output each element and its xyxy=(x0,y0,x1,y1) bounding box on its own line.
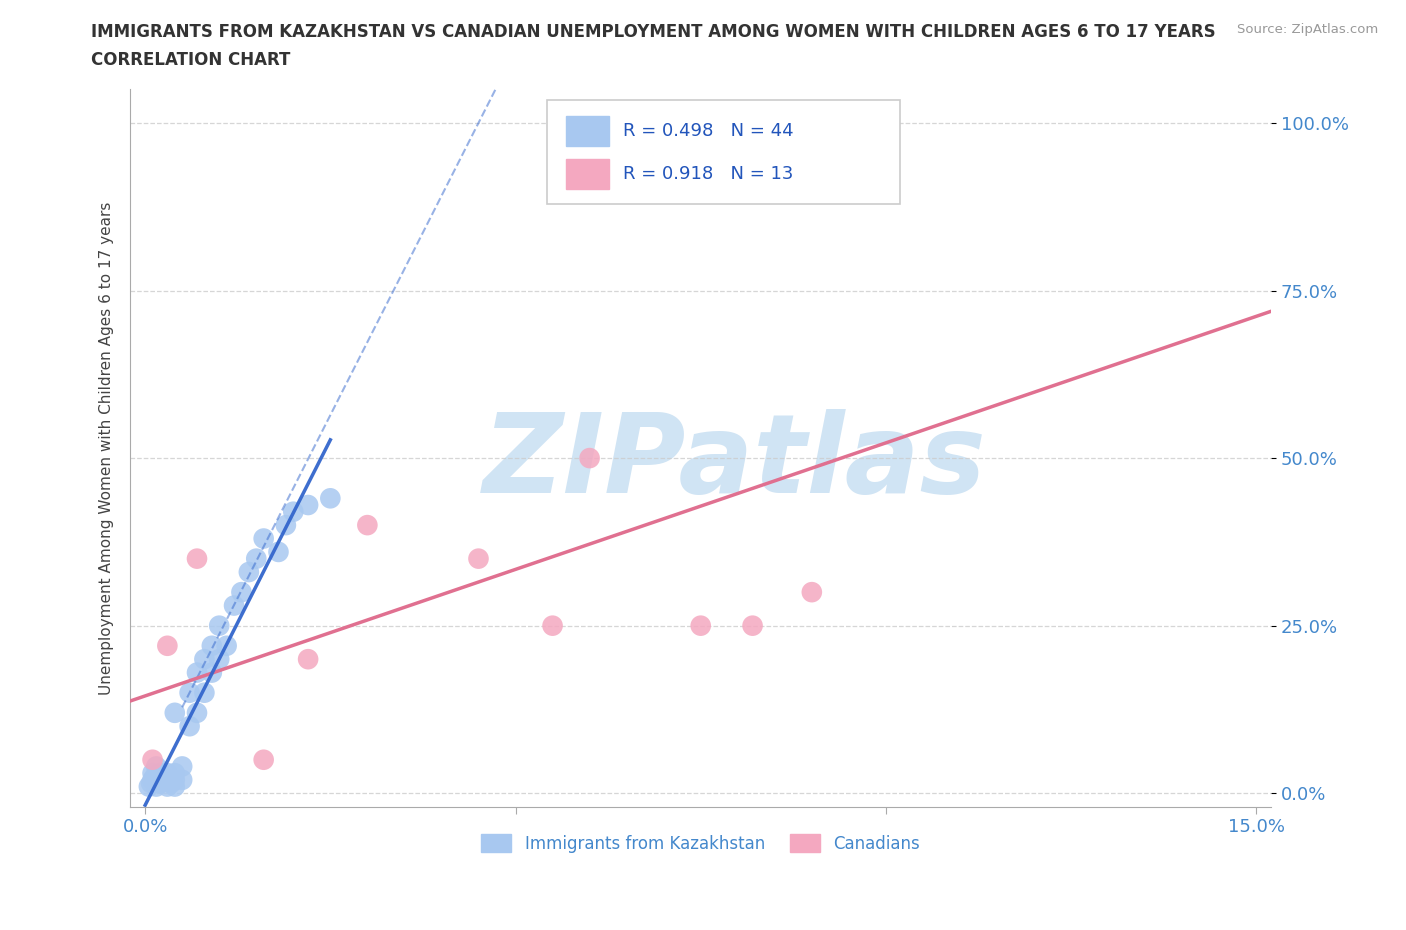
Point xyxy=(297,652,319,667)
Point xyxy=(253,531,276,546)
Text: CORRELATION CHART: CORRELATION CHART xyxy=(91,51,291,69)
Point xyxy=(201,638,224,653)
Point xyxy=(186,665,208,680)
Point xyxy=(283,504,305,519)
Point xyxy=(741,618,763,633)
Point xyxy=(149,776,172,790)
Point xyxy=(148,773,170,788)
Point xyxy=(253,752,276,767)
Point xyxy=(541,618,564,633)
Legend: Immigrants from Kazakhstan, Canadians: Immigrants from Kazakhstan, Canadians xyxy=(475,828,927,859)
Point xyxy=(150,773,173,788)
Point xyxy=(245,551,267,566)
Text: ZIPatlas: ZIPatlas xyxy=(484,409,987,516)
Point xyxy=(152,769,174,784)
Text: IMMIGRANTS FROM KAZAKHSTAN VS CANADIAN UNEMPLOYMENT AMONG WOMEN WITH CHILDREN AG: IMMIGRANTS FROM KAZAKHSTAN VS CANADIAN U… xyxy=(91,23,1216,41)
Point xyxy=(179,719,201,734)
Point xyxy=(149,765,172,780)
Point xyxy=(578,451,600,466)
Bar xyxy=(567,159,609,189)
Point xyxy=(222,598,245,613)
Text: R = 0.918   N = 13: R = 0.918 N = 13 xyxy=(623,165,793,183)
Point xyxy=(143,769,166,784)
Point xyxy=(274,518,297,533)
Point xyxy=(142,773,165,788)
Point xyxy=(231,585,253,600)
Point xyxy=(356,518,378,533)
Point xyxy=(156,779,179,794)
Point xyxy=(201,665,224,680)
Point xyxy=(172,759,194,774)
Point xyxy=(208,652,231,667)
Point xyxy=(186,705,208,720)
Point xyxy=(160,776,183,790)
Point xyxy=(689,618,711,633)
Point xyxy=(163,773,186,788)
Point xyxy=(193,685,215,700)
Y-axis label: Unemployment Among Women with Children Ages 6 to 17 years: Unemployment Among Women with Children A… xyxy=(100,201,114,695)
Bar xyxy=(567,116,609,146)
Point xyxy=(145,779,167,794)
Point xyxy=(467,551,489,566)
Point xyxy=(319,491,342,506)
Point xyxy=(297,498,319,512)
Point xyxy=(186,551,208,566)
Point xyxy=(145,759,167,774)
Point xyxy=(238,565,260,579)
Point xyxy=(163,765,186,780)
Point xyxy=(156,773,179,788)
Text: Source: ZipAtlas.com: Source: ZipAtlas.com xyxy=(1237,23,1378,36)
Point xyxy=(193,652,215,667)
Point xyxy=(163,779,186,794)
Point xyxy=(138,779,160,794)
Point xyxy=(156,638,179,653)
Point xyxy=(172,773,194,788)
Point xyxy=(208,618,231,633)
Point xyxy=(142,752,165,767)
Point xyxy=(875,163,897,178)
Point xyxy=(215,638,238,653)
Text: R = 0.498   N = 44: R = 0.498 N = 44 xyxy=(623,122,794,140)
Point xyxy=(179,685,201,700)
FancyBboxPatch shape xyxy=(547,100,900,205)
Point xyxy=(163,705,186,720)
Point xyxy=(143,773,166,788)
Point xyxy=(142,765,165,780)
Point xyxy=(139,776,162,790)
Point xyxy=(156,765,179,780)
Point xyxy=(267,544,290,559)
Point xyxy=(800,585,823,600)
